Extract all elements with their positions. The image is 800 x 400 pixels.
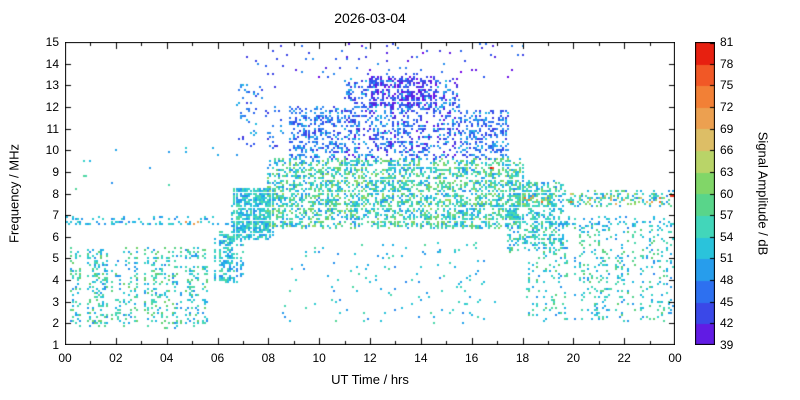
- colorbar-tick-label: 75: [720, 78, 734, 93]
- y-tick-label: 1: [52, 338, 59, 352]
- colorbar-tick-label: 51: [720, 251, 734, 266]
- y-tick-label: 11: [46, 121, 59, 136]
- y-tick-label: 9: [52, 164, 59, 179]
- colorbar-tick-label: 69: [720, 121, 734, 136]
- colorbar-canvas: [695, 42, 715, 345]
- x-tick-label: 22: [617, 351, 631, 365]
- colorbar-tick-label: 72: [720, 99, 734, 114]
- y-tick-label: 5: [52, 251, 59, 266]
- y-tick-label: 4: [52, 273, 59, 288]
- x-tick-label: 06: [210, 351, 225, 365]
- colorbar-tick-label: 60: [720, 186, 734, 201]
- x-tick-label: 16: [464, 351, 479, 365]
- y-tick-label: 10: [45, 143, 59, 158]
- y-tick-label: 15: [45, 35, 59, 49]
- y-tick-label: 7: [52, 208, 59, 223]
- colorbar-tick-label: 42: [720, 316, 734, 331]
- x-tick-label: 04: [159, 351, 174, 365]
- x-tick-label: 10: [312, 351, 326, 365]
- y-axis-label: Frequency / MHz: [6, 144, 22, 243]
- x-tick-label: 00: [58, 351, 72, 365]
- x-tick-label: 20: [566, 351, 580, 365]
- x-tick-label: 14: [414, 351, 428, 365]
- y-tick-label: 6: [52, 229, 59, 244]
- x-tick-label: 12: [363, 351, 377, 365]
- plot-canvas: [65, 42, 675, 345]
- colorbar-tick-label: 57: [720, 208, 734, 223]
- colorbar-tick-label: 81: [720, 35, 734, 49]
- colorbar-tick-label: 48: [720, 273, 734, 288]
- colorbar-tick-label: 66: [720, 143, 734, 158]
- y-tick-label: 2: [52, 316, 59, 331]
- y-tick-label: 8: [52, 186, 59, 201]
- y-tick-label: 14: [45, 56, 59, 71]
- x-tick-label: 18: [515, 351, 530, 365]
- colorbar-label: Signal Amplitude / dB: [755, 131, 771, 256]
- x-axis-label: UT Time / hrs: [331, 372, 409, 387]
- x-tick-label: 08: [261, 351, 275, 365]
- x-tick-label: 00: [668, 351, 682, 365]
- y-tick-label: 3: [52, 294, 59, 309]
- y-tick-label: 12: [45, 99, 59, 114]
- y-tick-label: 13: [45, 78, 59, 93]
- colorbar-tick-label: 63: [720, 164, 734, 179]
- colorbar-tick-label: 39: [720, 338, 734, 352]
- colorbar-tick-label: 45: [720, 294, 734, 309]
- chart-title: 2026-03-04: [334, 10, 406, 26]
- colorbar-tick-label: 54: [720, 229, 734, 244]
- colorbar-tick-label: 78: [720, 56, 734, 71]
- x-tick-label: 02: [109, 351, 123, 365]
